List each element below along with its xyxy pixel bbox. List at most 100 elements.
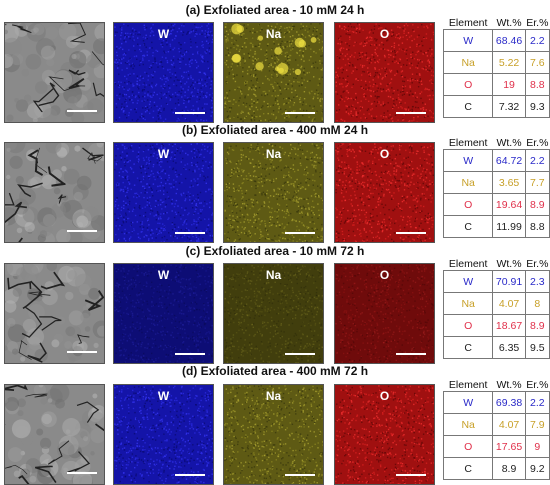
table-header-cell: Er.% <box>525 258 549 271</box>
table-cell: O <box>444 194 493 216</box>
table-header-cell: Element <box>444 17 493 30</box>
sem-image-d <box>4 384 105 485</box>
scale-bar <box>285 474 315 476</box>
scale-bar <box>175 474 205 476</box>
table-cell: W <box>444 392 493 414</box>
sem-image-a <box>4 22 105 123</box>
panel-a-title: (a) Exfoliated area - 10 mM 24 h <box>0 3 550 17</box>
eds-map-o-d: O <box>334 384 435 485</box>
table-cell: 2.2 <box>525 150 549 172</box>
table-cell: O <box>444 74 493 96</box>
table-cell: 69.38 <box>493 392 525 414</box>
table-cell: 68.46 <box>493 30 525 52</box>
table-header-cell: Wt.% <box>493 137 525 150</box>
table-cell: W <box>444 271 493 293</box>
scale-bar <box>285 112 315 114</box>
scale-bar <box>396 112 426 114</box>
table-cell: 2.3 <box>525 271 549 293</box>
table-cell: 7.7 <box>525 172 549 194</box>
scale-bar <box>396 232 426 234</box>
table-cell: 8.9 <box>525 315 549 337</box>
table-header-cell: Wt.% <box>493 17 525 30</box>
table-header-cell: Wt.% <box>493 258 525 271</box>
panel-d-title: (d) Exfoliated area - 400 mM 72 h <box>0 364 550 378</box>
scale-bar <box>175 112 205 114</box>
map-label-o: O <box>335 268 434 282</box>
table-cell: 19.64 <box>493 194 525 216</box>
table-cell: 7.6 <box>525 52 549 74</box>
eds-map-w-a: W <box>113 22 214 123</box>
table-cell: Na <box>444 52 493 74</box>
table-cell: 8.8 <box>525 74 549 96</box>
image-texture <box>5 385 104 484</box>
eds-map-na-d: Na <box>223 384 324 485</box>
scale-bar <box>175 353 205 355</box>
eds-map-o-a: O <box>334 22 435 123</box>
table-cell: 9.2 <box>525 458 549 480</box>
table-cell: 6.35 <box>493 337 525 359</box>
table-cell: 7.32 <box>493 96 525 118</box>
table-cell: Na <box>444 414 493 436</box>
map-label-w: W <box>114 147 213 161</box>
map-label-o: O <box>335 147 434 161</box>
map-label-na: Na <box>224 389 323 403</box>
sem-image-c <box>4 263 105 364</box>
table-header-cell: Element <box>444 258 493 271</box>
table-cell: 17.65 <box>493 436 525 458</box>
image-texture <box>5 264 104 363</box>
map-label-na: Na <box>224 268 323 282</box>
table-header-cell: Element <box>444 379 493 392</box>
scale-bar <box>396 474 426 476</box>
table-cell: W <box>444 150 493 172</box>
scale-bar <box>67 472 97 474</box>
table-cell: 8.8 <box>525 216 549 238</box>
scale-bar <box>285 232 315 234</box>
table-cell: 4.07 <box>493 414 525 436</box>
image-texture <box>5 23 104 122</box>
scale-bar <box>67 351 97 353</box>
table-cell: O <box>444 436 493 458</box>
map-label-o: O <box>335 27 434 41</box>
scale-bar <box>285 353 315 355</box>
map-label-w: W <box>114 268 213 282</box>
table-cell: C <box>444 458 493 480</box>
table-cell: 9 <box>525 436 549 458</box>
map-label-w: W <box>114 389 213 403</box>
table-cell: Na <box>444 172 493 194</box>
table-cell: C <box>444 216 493 238</box>
table-cell: C <box>444 96 493 118</box>
table-cell: 64.72 <box>493 150 525 172</box>
table-cell: 7.9 <box>525 414 549 436</box>
table-cell: 11.99 <box>493 216 525 238</box>
eds-map-na-a: Na <box>223 22 324 123</box>
map-label-na: Na <box>224 27 323 41</box>
scale-bar <box>396 353 426 355</box>
map-label-w: W <box>114 27 213 41</box>
table-cell: 5.22 <box>493 52 525 74</box>
table-header-cell: Er.% <box>525 17 549 30</box>
table-cell: 19 <box>493 74 525 96</box>
table-cell: 2.2 <box>525 30 549 52</box>
eds-map-w-d: W <box>113 384 214 485</box>
table-cell: 9.5 <box>525 337 549 359</box>
table-cell: 4.07 <box>493 293 525 315</box>
eds-map-o-b: O <box>334 142 435 243</box>
table-cell: 18.67 <box>493 315 525 337</box>
